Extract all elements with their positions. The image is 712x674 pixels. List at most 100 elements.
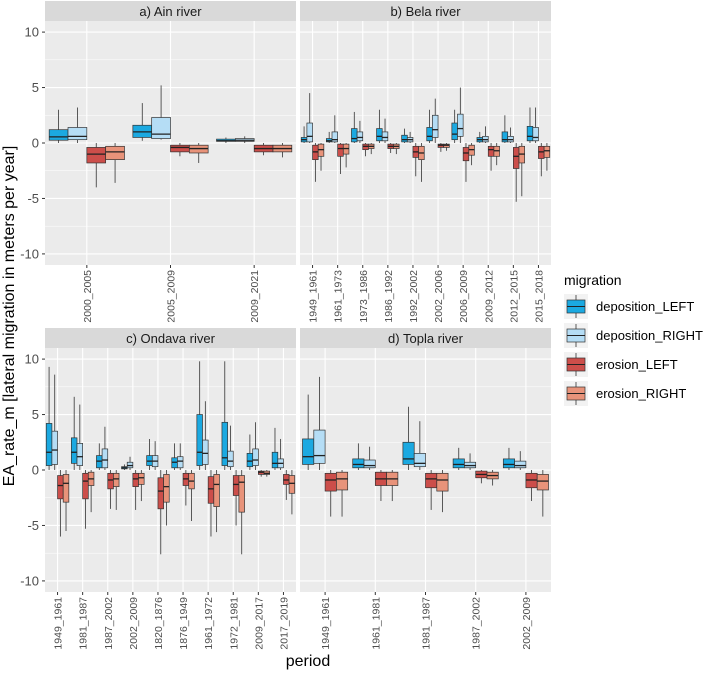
box-body (352, 458, 365, 469)
box-body (426, 127, 433, 142)
facet-strip (45, 1, 296, 21)
box-body (452, 458, 465, 469)
x-tick-label: 1820_1876 (153, 597, 165, 650)
box-erosion-right (543, 143, 551, 171)
box-body (101, 448, 109, 469)
facet-panels: a) Ain river -10 -5 0 5 10 2000_2005 2005_2009 2… (20, 1, 551, 650)
facet-strip (300, 1, 551, 21)
y-tick-label: 10 (25, 352, 39, 367)
box-body (227, 450, 234, 468)
y-tick-label: -5 (27, 518, 39, 533)
x-tick-label: 2015_2018 (533, 270, 545, 323)
box-body (196, 414, 203, 466)
x-tick-label: 1961_1981 (370, 597, 382, 650)
facet-title: b) Bela river (390, 4, 461, 19)
x-tick-label: 1981_1987 (78, 597, 90, 650)
box-body (51, 430, 58, 465)
box-deposition-right (406, 131, 414, 143)
box-erosion-right (386, 470, 399, 502)
box-body (451, 122, 458, 141)
legend-label: deposition_LEFT (596, 299, 694, 314)
box-deposition-right (514, 451, 527, 470)
box-body (288, 475, 296, 494)
box-body (331, 131, 339, 143)
box-deposition-right (67, 107, 88, 143)
box-body (302, 438, 315, 465)
x-tick-label: 1973_1986 (358, 270, 370, 323)
box-body (213, 474, 220, 507)
box-erosion-right (138, 470, 145, 502)
y-tick-label: 0 (32, 463, 39, 478)
box-erosion-right (113, 470, 120, 510)
box-deposition-right (457, 87, 464, 143)
box-deposition-right (413, 421, 426, 470)
box-erosion-right (62, 470, 70, 531)
box-body (45, 423, 53, 466)
box-body (336, 471, 349, 491)
x-tick-label: 1992_2002 (408, 270, 420, 323)
box-body (67, 127, 88, 141)
box-body (543, 145, 551, 158)
x-tick-label: 1949_1961 (308, 270, 320, 323)
box-body (207, 476, 215, 504)
box-deposition-right (313, 376, 326, 470)
box-body (62, 474, 70, 503)
box-body (221, 421, 228, 466)
x-tick-label: 1972_1981 (228, 597, 240, 650)
box-body (402, 441, 415, 465)
box-erosion-right (368, 143, 375, 155)
box-deposition-right (507, 127, 514, 143)
box-deposition-right (76, 404, 84, 470)
facet-title: c) Ondava river (126, 331, 216, 346)
box-erosion-right (342, 143, 350, 168)
x-tick-label: 2017_2019 (278, 597, 290, 650)
box-erosion-right (393, 143, 400, 155)
box-body (82, 472, 89, 500)
box-body (113, 472, 120, 487)
box-deposition-right (432, 98, 439, 143)
box-erosion-right (493, 143, 500, 166)
box-body (401, 134, 408, 143)
box-deposition-left (302, 394, 315, 470)
box-body (271, 451, 279, 469)
x-tick-label: 2002_2009 (521, 597, 533, 650)
box-body (306, 122, 313, 143)
box-body (351, 128, 358, 143)
box-deposition-right (363, 446, 376, 470)
x-tick-label: 1987_2002 (471, 597, 483, 650)
box-erosion-right (105, 143, 125, 183)
box-erosion-right (336, 470, 349, 517)
box-deposition-right (277, 438, 284, 470)
x-tick-label: 2012_2015 (508, 270, 520, 323)
box-erosion-right (188, 143, 209, 163)
x-tick-label: 2002_2009 (128, 597, 140, 650)
box-deposition-left (45, 366, 53, 470)
box-deposition-right (101, 426, 109, 470)
box-body (57, 475, 64, 500)
box-deposition-right (381, 118, 389, 143)
box-erosion-right (87, 470, 95, 513)
box-deposition-right (356, 120, 364, 143)
box-body (487, 145, 495, 157)
x-tick-label: 2006_2009 (458, 270, 470, 323)
box-deposition-right (306, 93, 313, 143)
x-tick-label: 2002_2006 (433, 270, 445, 323)
box-erosion-right (263, 470, 270, 477)
box-deposition-right (234, 136, 255, 143)
box-erosion-right (468, 143, 475, 166)
x-tick-label: 1986_1992 (383, 270, 395, 323)
box-body (252, 448, 259, 466)
y-tick-label: 5 (32, 80, 39, 95)
box-body (502, 458, 515, 469)
box-erosion-left (538, 143, 545, 177)
y-tick-label: -5 (27, 191, 39, 206)
box-body (425, 472, 438, 489)
y-axis-title: EA_rate_m [lateral migration in meters p… (1, 146, 18, 487)
box-body (376, 128, 383, 142)
box-body (238, 475, 245, 513)
facet-strip (300, 328, 551, 348)
panel-d-topla-river: d) Topla river 1949_1961 1961_1981 1981_198… (300, 328, 551, 650)
x-tick-label: 1961_1973 (333, 270, 345, 323)
box-body (514, 460, 527, 469)
